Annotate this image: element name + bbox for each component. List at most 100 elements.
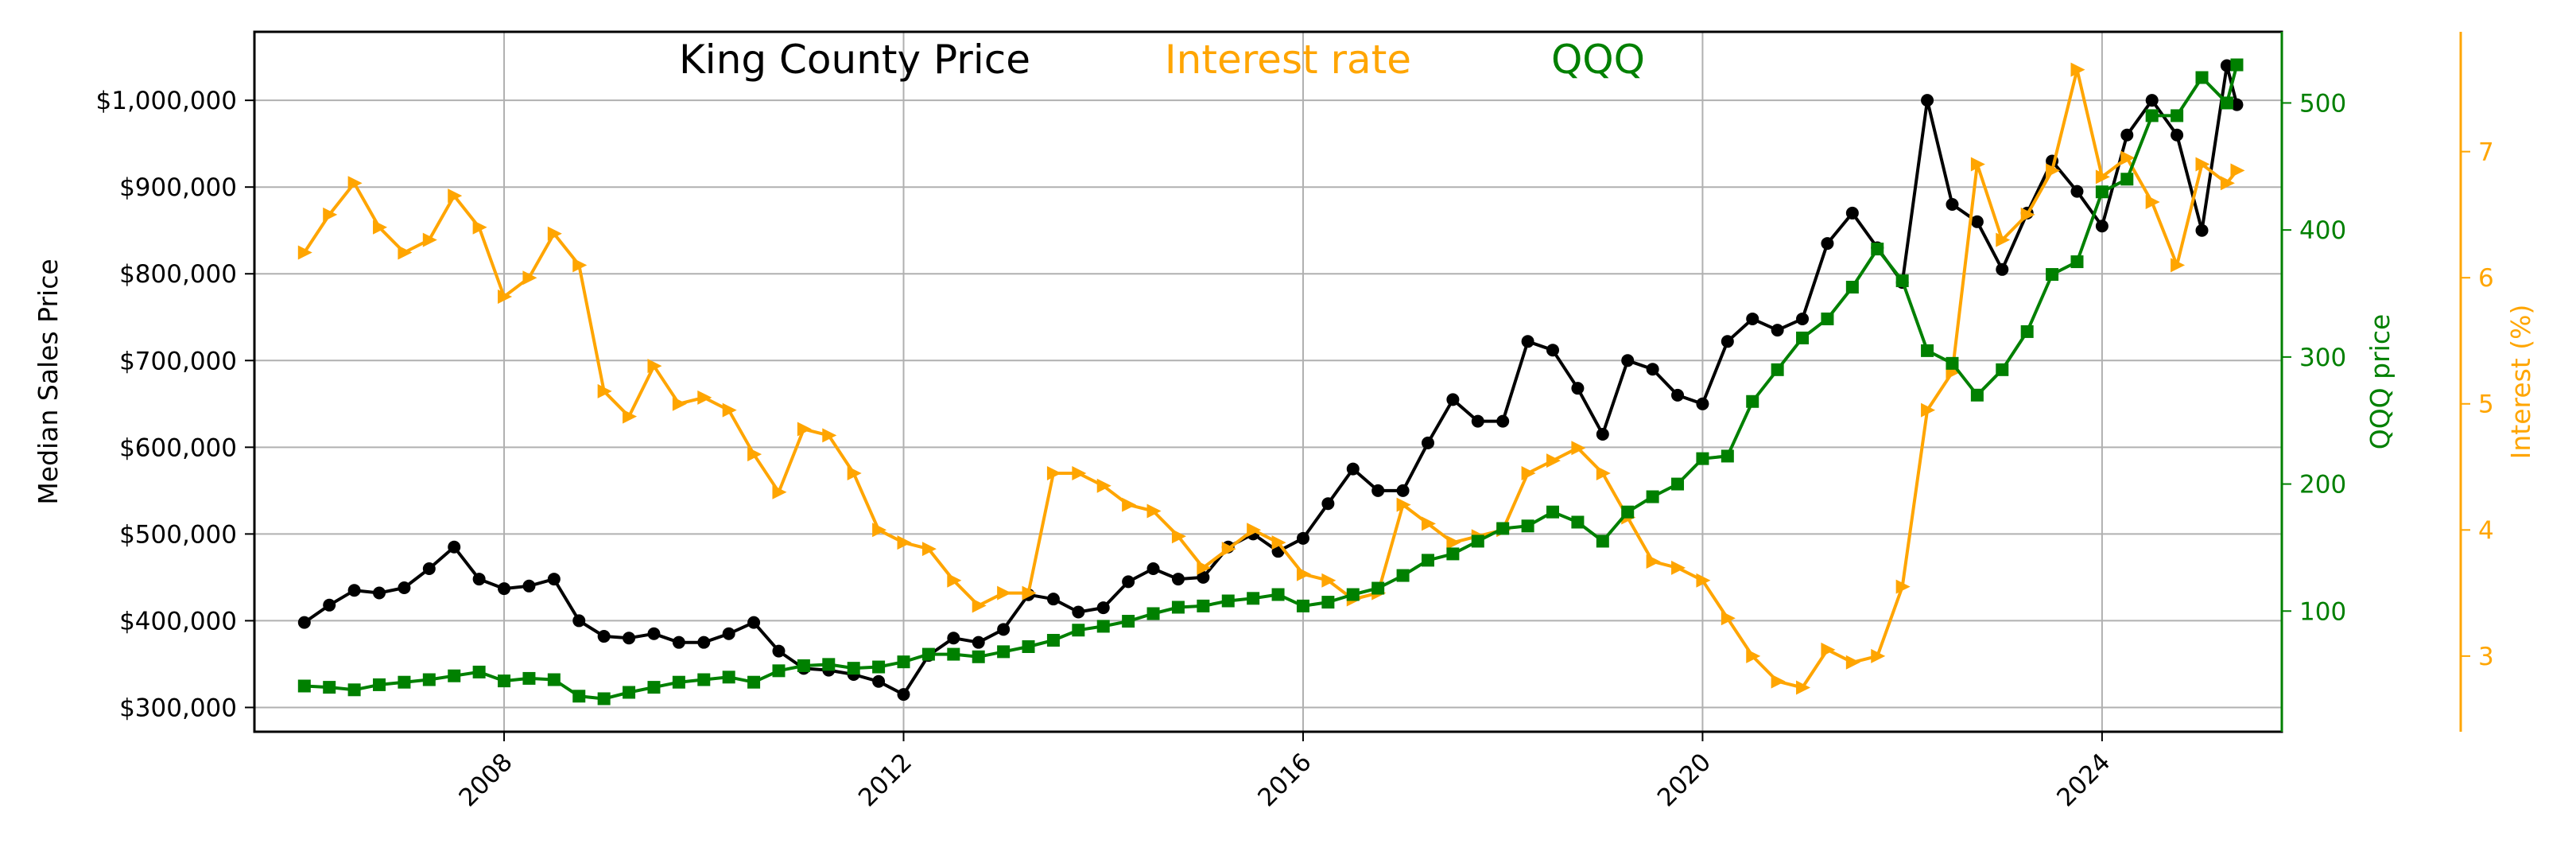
data-point-interest-rate (1197, 560, 1212, 575)
data-point-interest-rate (1721, 611, 1736, 626)
y-tick-label-price: $500,000 (119, 520, 237, 549)
data-point-king-county-price (1371, 484, 1385, 497)
data-point-interest-rate (373, 220, 388, 235)
series-interest-rate (297, 62, 2245, 695)
data-point-interest-rate (2171, 258, 2186, 273)
data-point-interest-rate (2046, 163, 2061, 178)
data-point-qqq (921, 647, 935, 661)
data-point-qqq (1721, 449, 1734, 463)
data-point-interest-rate (522, 270, 537, 286)
data-point-king-county-price (1946, 198, 1959, 212)
data-point-king-county-price (297, 616, 311, 629)
data-point-king-county-price (323, 598, 336, 612)
data-point-king-county-price (2195, 223, 2209, 237)
y-axis-title-price: Median Sales Price (33, 258, 64, 504)
data-point-king-county-price (872, 674, 886, 688)
data-point-king-county-price (1696, 397, 1709, 410)
y-tick-label-rate: 3 (2478, 643, 2494, 671)
data-point-interest-rate (897, 535, 912, 550)
data-point-qqq (972, 650, 985, 663)
data-point-interest-rate (597, 383, 612, 398)
data-point-qqq (747, 675, 761, 689)
data-point-qqq (373, 678, 386, 691)
data-point-king-county-price (1072, 605, 1085, 619)
data-point-qqq (797, 659, 810, 672)
data-point-qqq (2145, 109, 2159, 122)
data-point-interest-rate (1671, 560, 1686, 575)
data-point-interest-rate (1221, 542, 1236, 557)
data-point-qqq (1596, 534, 1609, 548)
data-point-qqq (448, 669, 461, 682)
data-point-qqq (647, 681, 661, 694)
data-point-interest-rate (1746, 648, 1761, 663)
data-point-king-county-price (2120, 128, 2134, 142)
data-point-qqq (1996, 363, 2009, 376)
data-point-interest-rate (1421, 516, 1436, 531)
data-point-king-county-price (1446, 393, 1460, 406)
data-point-interest-rate (1596, 465, 1611, 480)
data-point-qqq (872, 660, 886, 674)
y-tick-label-qqq: 500 (2299, 89, 2346, 118)
data-point-king-county-price (1721, 335, 1734, 348)
data-point-qqq (1970, 388, 1984, 402)
data-point-king-county-price (972, 636, 985, 649)
data-point-king-county-price (1796, 312, 1810, 325)
data-point-qqq (1321, 596, 1335, 609)
axes-layer: 2008 2012 2016 2020 2024$300,000$400,000$500… (33, 32, 2536, 812)
data-point-qqq (672, 675, 685, 689)
data-point-king-county-price (1321, 497, 1335, 511)
data-point-king-county-price (2095, 220, 2109, 233)
data-point-king-county-price (547, 573, 561, 586)
data-point-king-county-price (1671, 388, 1685, 402)
data-point-interest-rate (1845, 655, 1860, 670)
data-point-qqq (1247, 592, 1260, 605)
data-point-interest-rate (797, 422, 812, 437)
data-point-king-county-price (498, 582, 511, 596)
data-point-interest-rate (1921, 402, 1936, 418)
data-point-interest-rate (398, 245, 413, 260)
data-point-qqq (398, 675, 411, 689)
data-point-qqq (1521, 519, 1534, 533)
data-point-qqq (1022, 639, 1035, 653)
data-point-qqq (2195, 71, 2209, 84)
data-point-interest-rate (2195, 157, 2210, 172)
data-point-qqq (1471, 534, 1484, 548)
data-point-qqq (897, 655, 910, 669)
data-point-qqq (422, 673, 436, 686)
data-point-qqq (1371, 581, 1385, 595)
data-point-interest-rate (1247, 523, 1262, 538)
legend: King County Price Interest rate QQQ (679, 37, 1645, 83)
data-point-interest-rate (872, 523, 887, 538)
y-tick-label-price: $400,000 (119, 607, 237, 636)
data-point-king-county-price (1096, 601, 1110, 615)
data-point-king-county-price (1122, 575, 1135, 589)
data-point-interest-rate (1996, 232, 2011, 247)
y-tick-label-price: $600,000 (119, 433, 237, 462)
data-point-interest-rate (947, 573, 962, 588)
y-tick-label-price: $300,000 (119, 694, 237, 722)
y-tick-label-qqq: 400 (2299, 216, 2346, 245)
data-point-king-county-price (398, 581, 411, 594)
y-tick-label-qqq: 100 (2299, 597, 2346, 626)
y-tick-label-price: $800,000 (119, 260, 237, 289)
data-point-interest-rate (1821, 642, 1836, 657)
data-point-king-county-price (2220, 59, 2233, 72)
data-point-interest-rate (2230, 163, 2245, 178)
data-point-king-county-price (472, 573, 486, 586)
data-point-qqq (1146, 607, 1160, 620)
data-point-qqq (697, 673, 711, 686)
data-point-interest-rate (1895, 579, 1911, 594)
data-point-interest-rate (972, 598, 987, 613)
legend-label-interest-rate: Interest rate (1165, 37, 1411, 83)
data-point-king-county-price (1970, 215, 1984, 228)
data-point-interest-rate (747, 447, 762, 462)
data-point-qqq (472, 665, 486, 678)
data-point-interest-rate (422, 232, 437, 247)
data-point-king-county-price (1596, 427, 1609, 441)
data-point-qqq (547, 673, 561, 686)
y-tick-label-rate: 6 (2478, 264, 2494, 293)
data-point-qqq (1946, 356, 1959, 370)
data-point-interest-rate (323, 207, 338, 222)
data-point-qqq (597, 692, 611, 705)
